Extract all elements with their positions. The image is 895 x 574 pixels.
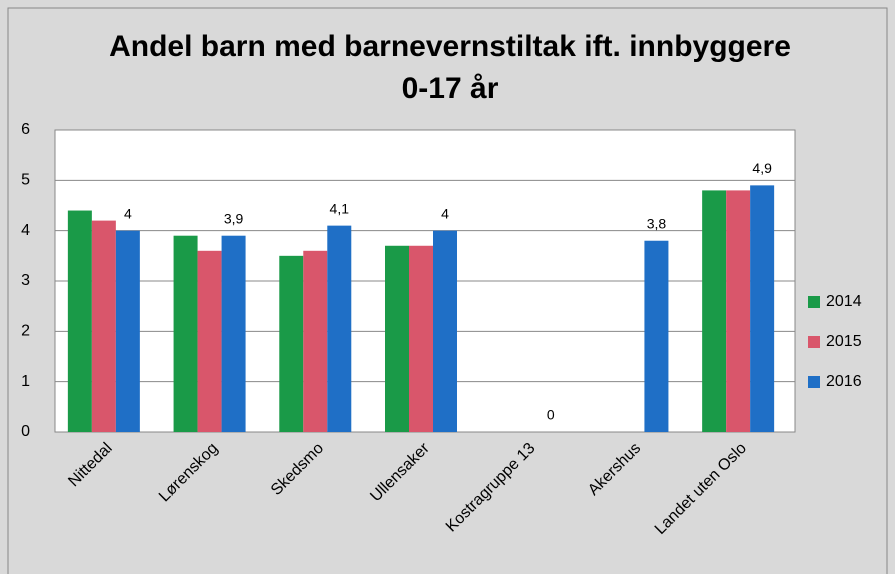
data-label: 3,9: [224, 210, 244, 226]
y-tick-label: 0: [21, 423, 30, 440]
x-tick-label: Ullensaker: [367, 439, 433, 505]
y-tick-label: 2: [21, 323, 30, 340]
data-label: 4: [124, 205, 132, 221]
bar: [726, 190, 751, 432]
y-tick-label: 6: [21, 121, 30, 138]
x-tick-label: Skedsmo: [268, 440, 327, 499]
bar: [67, 210, 92, 432]
data-label: 4: [441, 205, 449, 221]
x-tick-label: Akershus: [585, 440, 644, 499]
chart-title: Andel barn med barnevernstiltak ift. inn…: [109, 30, 791, 105]
bar: [327, 225, 352, 432]
data-label: 0: [547, 407, 555, 423]
x-tick-label: Lørenskog: [156, 440, 221, 505]
legend-swatch: [808, 296, 820, 308]
legend-label: 2015: [826, 333, 862, 350]
bar: [173, 235, 198, 432]
y-tick-label: 1: [21, 373, 30, 390]
y-tick-label: 5: [21, 172, 30, 189]
legend-label: 2016: [826, 373, 862, 390]
legend-swatch: [808, 376, 820, 388]
legend-swatch: [808, 336, 820, 348]
y-tick-label: 4: [21, 222, 30, 239]
bar: [702, 190, 727, 432]
bar: [433, 230, 457, 432]
legend-label: 2014: [826, 293, 862, 310]
bar: [644, 240, 669, 432]
bar: [279, 255, 304, 432]
bar: [303, 250, 328, 432]
x-tick-label: Landet uten Oslo: [652, 440, 750, 538]
bar: [115, 230, 140, 432]
bar: [750, 185, 775, 432]
data-label: 4,1: [330, 200, 350, 216]
chart-frame: [7, 7, 888, 574]
x-tick-label: Nittedal: [65, 440, 115, 490]
data-label: 4,9: [752, 160, 772, 176]
y-tick-label: 3: [21, 272, 30, 289]
bar: [385, 245, 409, 432]
x-tick-label: Kostragruppe 13: [443, 440, 539, 536]
bar: [197, 250, 222, 432]
bar: [221, 235, 246, 432]
bar: [409, 245, 433, 432]
data-label: 3,8: [647, 215, 667, 231]
bar: [91, 220, 116, 432]
